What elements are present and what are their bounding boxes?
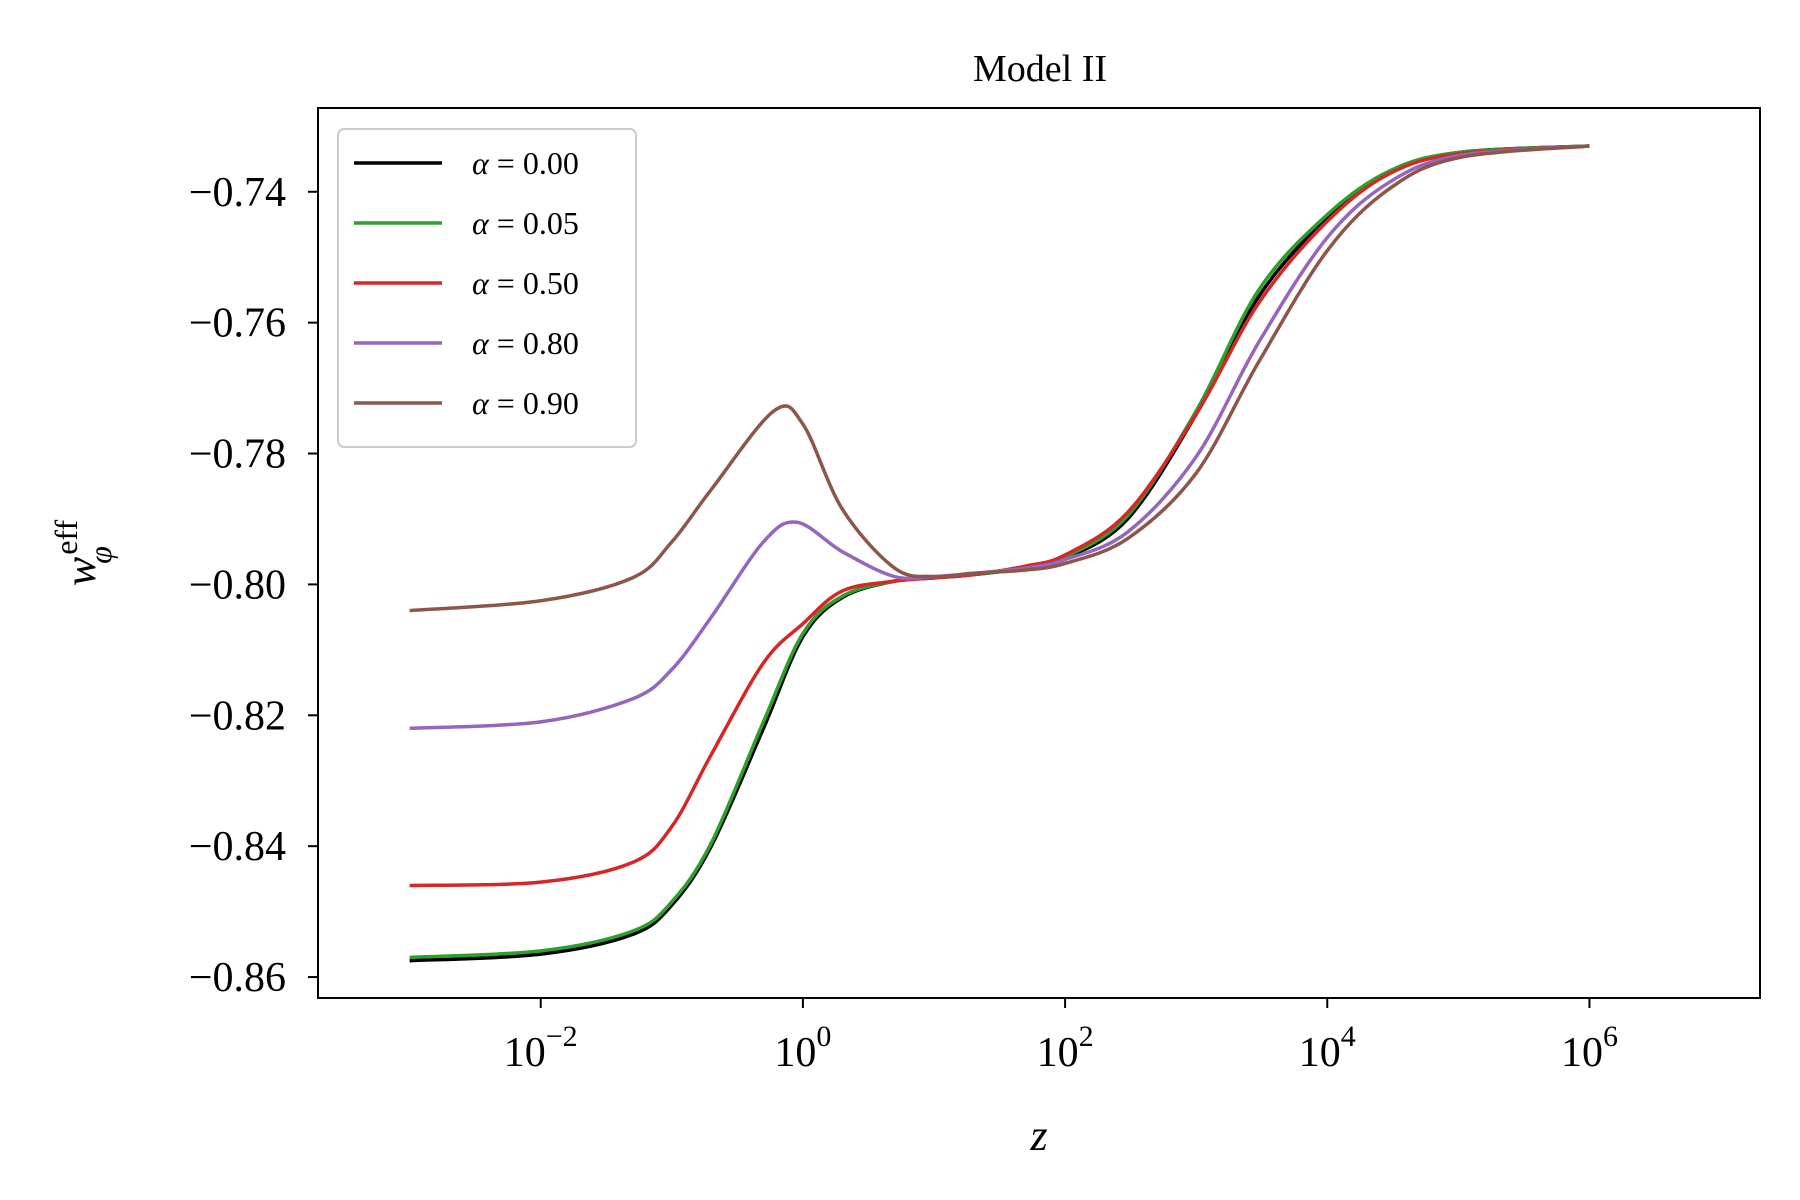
legend-label-2: α = 0.50 bbox=[472, 265, 579, 301]
legend-label-3: α = 0.80 bbox=[472, 325, 579, 361]
legend-label-4: α = 0.90 bbox=[472, 385, 579, 421]
legend-label-1: α = 0.05 bbox=[472, 205, 579, 241]
y-axis-ticks: −0.74 −0.76 −0.78 −0.80 −0.82 −0.84 −0.86 bbox=[189, 170, 318, 1001]
y-tick-label-6: −0.86 bbox=[189, 955, 286, 1001]
x-axis-ticks: 10−2 100 102 104 106 bbox=[504, 998, 1618, 1076]
x-tick-label-3: 104 bbox=[1299, 1020, 1356, 1076]
y-tick-label-1: −0.76 bbox=[189, 301, 286, 347]
legend-box bbox=[337, 128, 637, 448]
y-tick-label-2: −0.78 bbox=[189, 432, 286, 478]
y-axis-label-text: weffφ bbox=[48, 520, 118, 587]
x-tick-label-1: 100 bbox=[774, 1020, 831, 1076]
x-tick-label-0: 10−2 bbox=[504, 1020, 578, 1076]
y-axis-label: weffφ bbox=[48, 520, 118, 587]
legend: α = 0.00 α = 0.05 α = 0.50 α = 0.80 α = 0.90 bbox=[337, 128, 637, 448]
y-tick-label-4: −0.82 bbox=[189, 693, 286, 739]
x-axis-label: z bbox=[1029, 1111, 1047, 1160]
plot-area bbox=[317, 107, 1761, 999]
series-lines bbox=[409, 144, 1590, 963]
legend-label-0: α = 0.00 bbox=[472, 145, 579, 181]
y-tick-label-3: −0.80 bbox=[189, 562, 286, 608]
y-tick-label-0: −0.74 bbox=[189, 170, 286, 216]
x-tick-label-4: 106 bbox=[1561, 1020, 1618, 1076]
series-line-4 bbox=[409, 144, 1590, 613]
chart-title: Model II bbox=[973, 48, 1107, 90]
x-tick-label-2: 102 bbox=[1037, 1020, 1094, 1076]
y-tick-label-5: −0.84 bbox=[189, 824, 286, 870]
